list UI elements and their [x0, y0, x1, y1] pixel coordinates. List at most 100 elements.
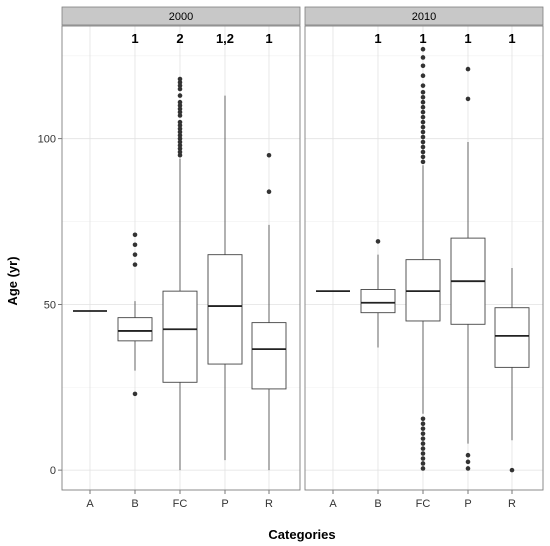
panel-strip — [61, 6, 301, 26]
outlier-point — [420, 114, 426, 120]
outlier-point — [465, 66, 471, 72]
x-tick-label: P — [464, 498, 471, 510]
y-axis-title: Age (yr) — [5, 256, 20, 305]
significance-letter: 2 — [176, 31, 183, 46]
significance-letter: 1 — [265, 31, 272, 46]
outlier-point — [177, 106, 183, 112]
x-tick-label: B — [131, 498, 138, 510]
outlier-point — [420, 154, 426, 160]
outlier-point — [177, 129, 183, 135]
significance-letter: 1 — [419, 31, 426, 46]
box-R — [494, 267, 530, 473]
outlier-point — [465, 459, 471, 465]
outlier-point — [177, 93, 183, 98]
outlier-point — [420, 134, 426, 140]
box-rect — [162, 290, 198, 383]
outlier-point — [420, 426, 426, 431]
outlier-point — [177, 139, 183, 145]
outlier-point — [177, 76, 183, 82]
outlier-point — [420, 466, 426, 471]
outlier-point — [420, 159, 426, 165]
significance-letter: 1 — [131, 31, 138, 46]
outlier-point — [420, 451, 426, 456]
outlier-point — [465, 452, 471, 458]
outlier-point — [420, 149, 426, 155]
box-FC — [162, 76, 198, 471]
outlier-point — [465, 466, 471, 471]
significance-letter: 1 — [508, 31, 515, 46]
outlier-point — [177, 103, 183, 108]
outlier-point — [420, 73, 426, 79]
outlier-point — [177, 133, 183, 138]
outlier-point — [420, 89, 426, 95]
outlier-point — [420, 46, 426, 52]
x-tick-label: A — [329, 498, 337, 510]
outlier-point — [420, 446, 426, 451]
significance-letter: 1,2 — [216, 31, 234, 46]
outlier-point — [420, 104, 426, 110]
y-tick-label: 0 — [50, 465, 56, 477]
box-P — [207, 95, 243, 461]
outlier-point — [132, 252, 138, 257]
outlier-point — [132, 262, 138, 267]
box-rect — [494, 307, 530, 368]
x-tick-label: FC — [416, 498, 431, 510]
panel-border — [61, 25, 301, 491]
y-tick-label: 100 — [38, 134, 56, 146]
outlier-point — [420, 63, 426, 69]
outlier-point — [266, 152, 272, 158]
outlier-point — [420, 55, 426, 60]
outlier-point — [177, 149, 183, 155]
box-rect — [360, 289, 396, 314]
significance-letter: 1 — [464, 31, 471, 46]
outlier-point — [177, 83, 183, 88]
outlier-point — [177, 99, 183, 105]
outlier-point — [420, 144, 426, 150]
box-B — [117, 232, 153, 397]
panel-strip-label: 2000 — [169, 11, 193, 23]
panel-2000: 2000 A 1 B 2 FC 1,2 P 1 R — [61, 6, 301, 510]
outlier-point — [177, 126, 183, 132]
outlier-point — [420, 83, 426, 88]
outlier-point — [420, 129, 426, 135]
outlier-point — [177, 80, 183, 85]
outlier-point — [420, 461, 426, 466]
outlier-point — [177, 136, 183, 141]
outlier-point — [177, 123, 183, 128]
outlier-point — [420, 441, 426, 446]
outlier-point — [509, 467, 515, 473]
x-tick-label: R — [265, 498, 273, 510]
outlier-point — [420, 416, 426, 422]
x-tick-label: A — [86, 498, 94, 510]
outlier-point — [266, 189, 272, 195]
outlier-point — [420, 139, 426, 145]
box-R — [251, 152, 287, 471]
outlier-point — [177, 109, 183, 115]
outlier-point — [375, 239, 381, 244]
outlier-point — [420, 436, 426, 441]
panel-2010: 2010 A 1 B 1 FC 1 P 1 R — [304, 6, 544, 510]
x-tick-label: P — [221, 498, 228, 510]
x-tick-label: B — [374, 498, 381, 510]
outlier-point — [177, 113, 183, 118]
box-B — [360, 239, 396, 348]
panels-layer: 0 50 100 2000 A 1 B 2 FC 1,2 P 1 R 2010 A 1 B 1 FC 1 P 1 R — [38, 6, 544, 510]
box-P — [450, 66, 486, 471]
box-rect — [117, 317, 153, 342]
outlier-point — [420, 421, 426, 427]
outlier-point — [177, 146, 183, 151]
outlier-point — [420, 99, 426, 105]
outlier-point — [420, 109, 426, 115]
panel-strip — [304, 6, 544, 26]
box-rect — [251, 322, 287, 390]
y-tick-label: 50 — [44, 299, 56, 311]
outlier-point — [420, 124, 426, 130]
x-axis-title: Categories — [268, 527, 335, 542]
box-rect — [207, 254, 243, 365]
x-tick-label: R — [508, 498, 516, 510]
x-tick-label: FC — [173, 498, 188, 510]
outlier-point — [177, 152, 183, 158]
outlier-point — [420, 119, 426, 125]
outlier-point — [420, 431, 426, 436]
